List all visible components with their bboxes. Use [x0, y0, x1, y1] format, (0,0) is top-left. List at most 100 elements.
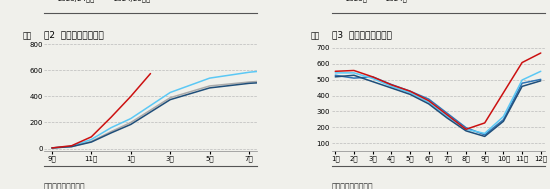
2021/22年度 [364, 76, 371, 79]
2021年 [406, 90, 413, 92]
2023年 [444, 117, 450, 119]
2024年 [332, 70, 339, 72]
2022年 [369, 77, 376, 80]
2021年 [369, 76, 376, 78]
2023/24年度 [167, 98, 173, 101]
2021年 [500, 119, 507, 121]
2022年 [425, 101, 432, 103]
2022年 [332, 72, 339, 74]
2024年 [425, 100, 432, 102]
2023/24年度 [246, 82, 252, 84]
2024/25年度 [108, 116, 114, 118]
Text: 图3  中国棉龙商业库存: 图3 中国棉龙商业库存 [332, 30, 392, 40]
2021/22年度 [88, 140, 95, 143]
Text: 万吨: 万吨 [23, 32, 32, 40]
Legend: 2021/22年度, 2023/24年度, 2022/23年度, 2024/25年度: 2021/22年度, 2023/24年度, 2022/23年度, 2024/25… [43, 0, 151, 2]
2024年 [351, 69, 358, 72]
2023年 [351, 74, 358, 76]
2023年 [519, 85, 525, 88]
2021年 [332, 74, 339, 76]
2024年 [481, 122, 488, 124]
2021年 [425, 98, 432, 100]
Text: 图2  新疆棉累计加工量: 图2 新疆棉累计加工量 [44, 30, 104, 40]
2023/24年度 [108, 132, 114, 134]
2022/23年度 [128, 117, 134, 120]
2021年 [481, 134, 488, 136]
2021/22年度 [108, 130, 114, 133]
2024年 [537, 52, 544, 54]
2021年 [351, 77, 358, 79]
2022年 [351, 72, 358, 74]
2021年 [388, 83, 394, 86]
2022年 [500, 115, 507, 118]
2022/23年度 [206, 77, 213, 79]
Line: 2022年: 2022年 [336, 71, 541, 133]
2022年 [444, 115, 450, 118]
2024年 [388, 84, 394, 86]
2022/23年度 [167, 91, 173, 94]
2023年 [481, 135, 488, 138]
2024年 [406, 90, 413, 92]
2022/23年度 [364, 65, 371, 67]
2021/22年度 [324, 77, 331, 79]
2023/24年度 [206, 87, 213, 89]
2021/22年度 [285, 78, 292, 81]
2023年 [332, 76, 339, 78]
2024年 [500, 92, 507, 94]
2024年 [444, 114, 450, 116]
2022/23年度 [404, 65, 410, 67]
2021年 [537, 78, 544, 81]
Line: 2021年: 2021年 [336, 75, 541, 135]
2024/25年度 [147, 72, 154, 75]
Line: 2024年: 2024年 [336, 53, 541, 129]
Line: 2022/23年度: 2022/23年度 [52, 66, 407, 148]
Text: 数据来源：卓创资讯: 数据来源：卓创资讯 [44, 182, 86, 189]
2021/22年度 [246, 81, 252, 83]
2024年 [369, 76, 376, 78]
2021年 [519, 82, 525, 84]
2022年 [463, 128, 469, 130]
Line: 2024/25年度: 2024/25年度 [52, 74, 151, 148]
2024/25年度 [88, 136, 95, 138]
2022年 [388, 85, 394, 88]
Text: 数据来源：卓创资讯: 数据来源：卓创资讯 [332, 182, 373, 189]
2024/25年度 [48, 147, 55, 149]
2023年 [369, 81, 376, 83]
2022/23年度 [246, 71, 252, 73]
2023/24年度 [68, 146, 75, 148]
2021年 [463, 127, 469, 129]
2023/24年度 [48, 147, 55, 149]
Line: 2023/24年度: 2023/24年度 [52, 79, 407, 148]
2021/22年度 [206, 85, 213, 87]
2023/24年度 [88, 141, 95, 143]
2023年 [425, 103, 432, 105]
2022/23年度 [48, 147, 55, 149]
2022/23年度 [108, 127, 114, 129]
2023/24年度 [324, 79, 331, 81]
2023年 [463, 130, 469, 132]
2022年 [537, 70, 544, 72]
2022年 [406, 92, 413, 94]
2023年 [537, 80, 544, 82]
2022/23年度 [68, 145, 75, 147]
2022/23年度 [88, 138, 95, 141]
2024/25年度 [128, 95, 134, 98]
2023/24年度 [128, 123, 134, 125]
2021/22年度 [404, 76, 410, 78]
2021/22年度 [128, 121, 134, 124]
2022年 [481, 132, 488, 135]
2021/22年度 [68, 146, 75, 148]
Legend: 2021年, 2023年, 2022年, 2024年: 2021年, 2023年, 2022年, 2024年 [331, 0, 407, 2]
Text: 万吨: 万吨 [310, 32, 320, 40]
2023年 [406, 93, 413, 95]
2023/24年度 [285, 80, 292, 82]
2022/23年度 [285, 67, 292, 70]
2023/24年度 [404, 77, 410, 80]
2023年 [388, 87, 394, 89]
2024年 [463, 128, 469, 130]
2021年 [444, 112, 450, 115]
2023/24年度 [364, 78, 371, 80]
2024年 [519, 61, 525, 64]
2022/23年度 [324, 66, 331, 68]
2023年 [500, 120, 507, 122]
